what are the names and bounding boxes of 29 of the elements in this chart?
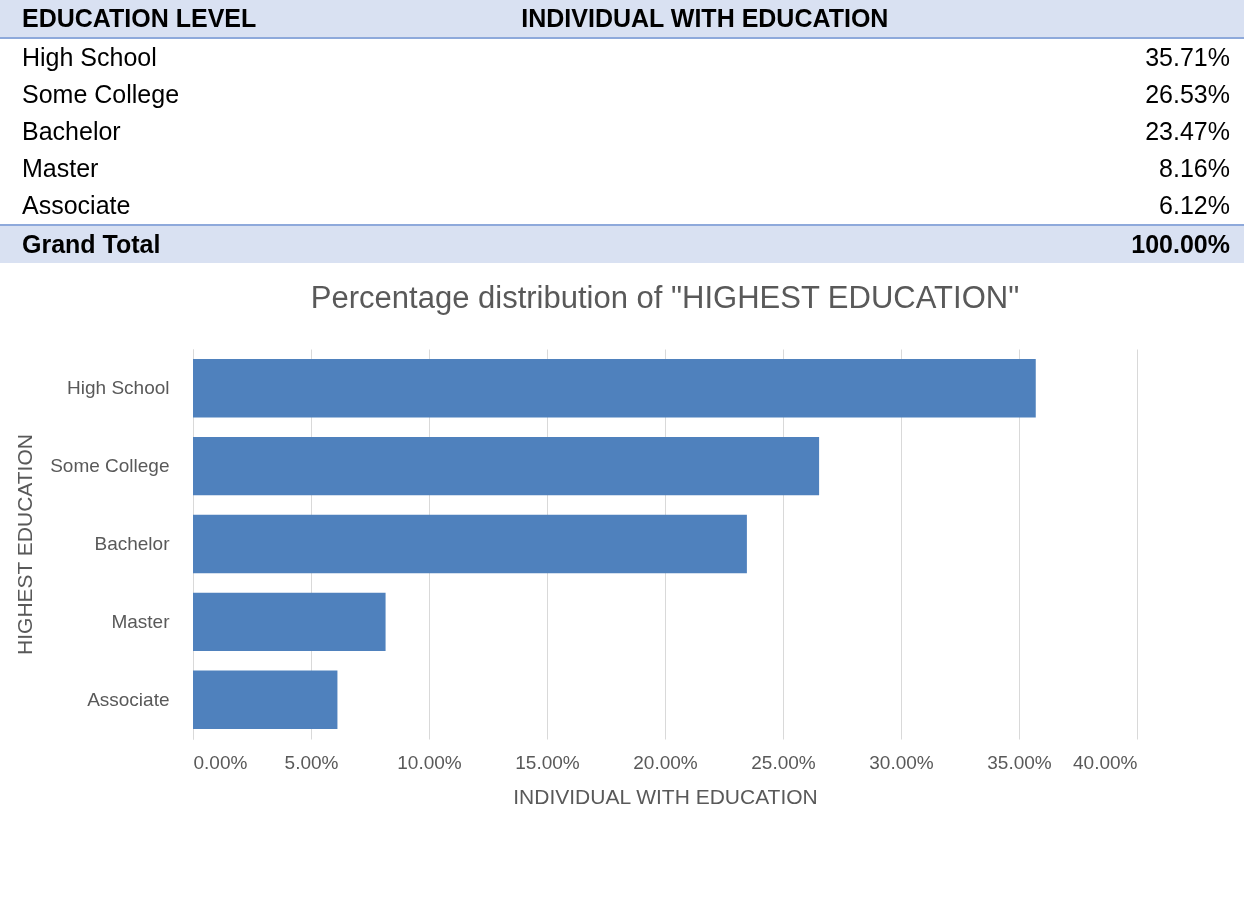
text: 35.71% <box>1144 42 1231 73</box>
x-tick-label: 40.00% <box>1073 751 1138 773</box>
category-label: Master <box>22 154 99 182</box>
x-tick-label: 0.00% <box>193 751 248 773</box>
x-tick-label: 5.00% <box>284 751 339 773</box>
y-tick-label: Master <box>111 610 171 632</box>
x-tick-label: 15.00% <box>515 751 580 773</box>
text: 23.47% <box>1144 116 1231 147</box>
x-tick-label: 30.00% <box>869 751 934 773</box>
x-tick-label: 20.00% <box>633 751 698 773</box>
y-tick-label: Bachelor <box>94 533 171 554</box>
chart-title: Percentage distribution of "HIGHEST EDUCATION" <box>310 280 1020 315</box>
y-axis-title: HIGHEST EDUCATION <box>13 434 37 655</box>
category-label: Bachelor <box>22 117 121 145</box>
text: EDUCATION LEVEL <box>0 0 500 38</box>
x-tick-label: 25.00% <box>751 751 816 773</box>
y-tick-label: Some College <box>50 455 170 477</box>
category-label: Associate <box>22 191 131 219</box>
text: 100.00% <box>499 225 1244 263</box>
text: 26.53% <box>1144 79 1231 110</box>
y-tick-label: Associate <box>87 688 170 710</box>
x-tick-label: 10.00% <box>397 751 462 773</box>
text: INDIVIDUAL WITH EDUCATION <box>499 0 1244 38</box>
text: 8.16% <box>1158 153 1231 184</box>
y-tick-label: High School <box>67 377 170 399</box>
x-tick-label: 35.00% <box>987 751 1052 773</box>
text: 6.12% <box>1158 190 1231 221</box>
x-axis-title: INDIVIDUAL WITH EDUCATION <box>513 784 818 808</box>
text: Grand Total <box>0 225 500 263</box>
